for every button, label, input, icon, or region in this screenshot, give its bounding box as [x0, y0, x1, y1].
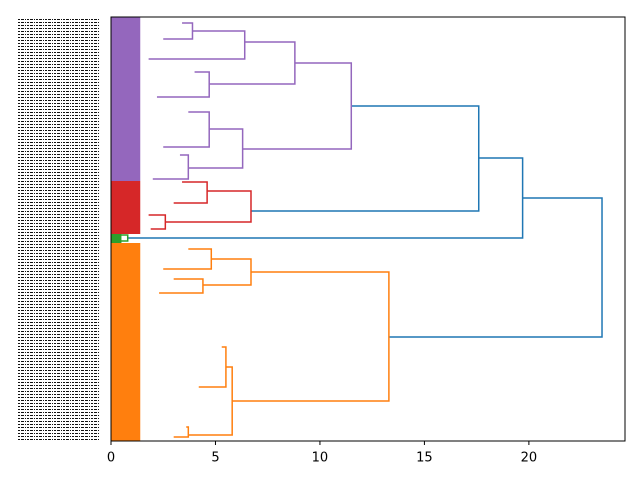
leaf-labels-texture — [18, 17, 100, 441]
link — [242, 62, 353, 150]
x-tick-label: 5 — [211, 451, 219, 466]
link — [163, 111, 210, 148]
link — [148, 214, 167, 230]
link — [173, 426, 190, 438]
plot — [111, 17, 603, 441]
leaf-cluster — [111, 17, 141, 181]
link — [165, 190, 252, 223]
link — [202, 258, 252, 286]
x-tick-label: 0 — [107, 451, 115, 466]
link — [127, 157, 524, 239]
leaf-cluster — [111, 181, 141, 234]
leaf-cluster — [111, 243, 141, 441]
link — [117, 234, 129, 242]
link — [173, 181, 208, 204]
x-tick-label: 20 — [521, 451, 538, 466]
link — [188, 366, 233, 436]
leaf-cluster — [111, 234, 122, 243]
link — [148, 30, 246, 60]
link — [198, 346, 227, 388]
x-tick-label: 15 — [416, 451, 433, 466]
axes-frame — [110, 16, 626, 442]
link — [156, 71, 210, 98]
link — [163, 248, 213, 270]
link — [188, 128, 244, 169]
link — [159, 278, 204, 294]
link — [232, 271, 390, 402]
link — [388, 197, 603, 338]
link — [163, 22, 194, 40]
link — [209, 41, 296, 85]
x-tick-label: 10 — [312, 451, 329, 466]
link — [152, 154, 190, 180]
link — [250, 105, 480, 212]
